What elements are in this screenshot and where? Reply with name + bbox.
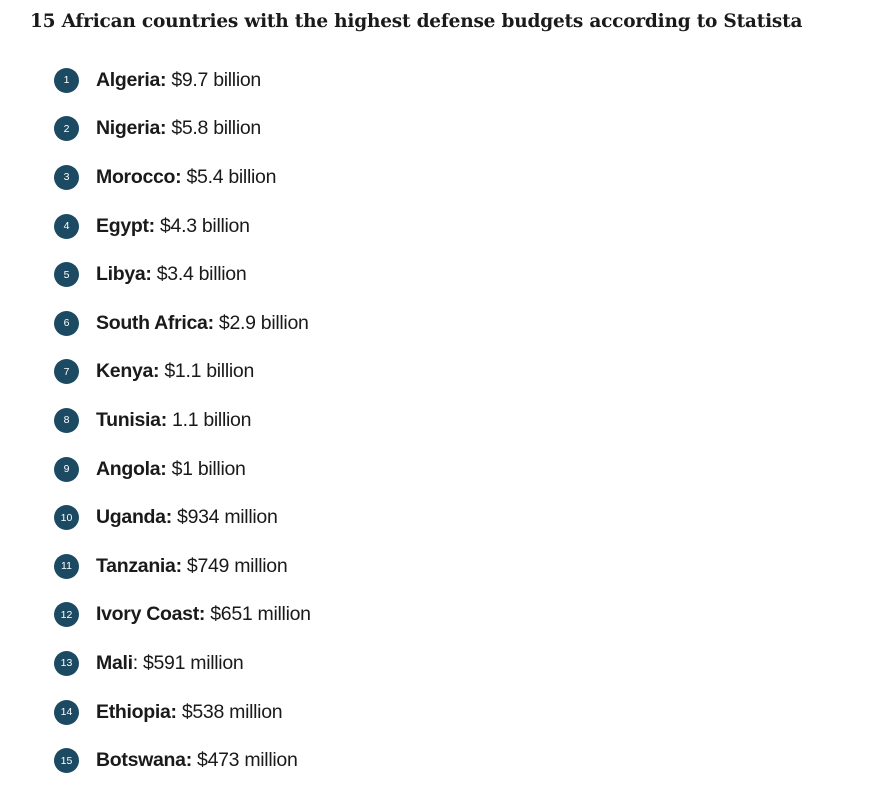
rank-badge: 10	[54, 505, 79, 531]
budget-value: $5.4 billion	[186, 165, 277, 188]
country-name: Egypt:	[96, 214, 155, 237]
item-text: Tanzania: $749 million	[96, 554, 288, 578]
budget-value: $473 million	[197, 749, 298, 772]
list-item: 4 Egypt: $4.3 billion	[54, 202, 311, 251]
rank-badge: 4	[54, 213, 79, 239]
item-text: Nigeria: $5.8 billion	[96, 117, 261, 140]
budget-value: $651 million	[210, 603, 311, 626]
item-text: Tunisia: 1.1 billion	[96, 409, 251, 432]
item-text: Ivory Coast: $651 million	[96, 603, 311, 626]
item-text: Libya: $3.4 billion	[96, 263, 247, 286]
rank-badge: 6	[54, 310, 79, 336]
list-item: 6 South Africa: $2.9 billion	[54, 299, 311, 348]
rank-badge: 12	[54, 602, 79, 628]
budget-value: $4.3 billion	[160, 214, 250, 237]
item-text: Egypt: $4.3 billion	[96, 215, 250, 238]
page-title: 15 African countries with the highest de…	[30, 11, 803, 32]
list-item: 15 Botswana: $473 million	[54, 736, 311, 785]
list-item: 10 Uganda: $934 million	[54, 493, 311, 542]
country-name: Nigeria:	[96, 117, 167, 140]
country-name: Kenya:	[96, 360, 160, 383]
item-text: Mali: $591 million	[96, 651, 244, 675]
item-text: Kenya: $1.1 billion	[96, 360, 254, 383]
list-item: 12 Ivory Coast: $651 million	[54, 591, 311, 640]
list-item: 1 Algeria: $9.7 billion	[54, 56, 311, 105]
country-name: South Africa:	[96, 311, 214, 334]
country-name: Uganda:	[96, 506, 172, 529]
country-name: Libya:	[96, 263, 152, 286]
list-item: 14 Ethiopia: $538 million	[54, 688, 311, 737]
budget-value: $9.7 billion	[171, 68, 261, 91]
defense-budget-list: 1 Algeria: $9.7 billion 2 Nigeria: $5.8 …	[54, 56, 311, 785]
country-name: Mali	[96, 651, 133, 674]
budget-value: $2.9 billion	[218, 311, 309, 334]
list-item: 9 Angola: $1 billion	[54, 445, 311, 494]
budget-value: $934 million	[177, 506, 278, 529]
rank-badge: 7	[54, 359, 79, 385]
budget-value: $749 million	[186, 554, 288, 577]
rank-badge: 1	[54, 67, 79, 93]
rank-badge: 3	[54, 164, 79, 190]
rank-badge: 2	[54, 116, 79, 142]
list-item: 11 Tanzania: $749 million	[54, 542, 311, 591]
budget-value: $1.1 billion	[164, 360, 254, 383]
rank-badge: 8	[54, 407, 79, 433]
country-name: Angola:	[96, 457, 167, 480]
item-text: Uganda: $934 million	[96, 506, 278, 529]
list-item: 5 Libya: $3.4 billion	[54, 250, 311, 299]
rank-badge: 13	[54, 650, 79, 676]
budget-value: $1 billion	[171, 457, 246, 480]
rank-badge: 15	[54, 748, 79, 774]
country-name: Ethiopia:	[96, 700, 177, 723]
rank-badge: 14	[54, 699, 79, 725]
item-text: Algeria: $9.7 billion	[96, 69, 261, 92]
rank-badge: 11	[54, 553, 79, 579]
budget-value: : $591 million	[132, 651, 244, 674]
budget-value: 1.1 billion	[172, 408, 252, 431]
rank-badge: 5	[54, 262, 79, 288]
country-name: Algeria:	[96, 68, 167, 91]
budget-value: $538 million	[181, 700, 283, 723]
budget-value: $3.4 billion	[156, 263, 247, 286]
item-text: Morocco: $5.4 billion	[96, 166, 276, 189]
item-text: Botswana: $473 million	[96, 749, 298, 772]
country-name: Tanzania:	[96, 554, 182, 577]
list-item: 2 Nigeria: $5.8 billion	[54, 105, 311, 154]
item-text: Angola: $1 billion	[96, 458, 246, 481]
budget-value: $5.8 billion	[171, 117, 261, 140]
country-name: Botswana:	[96, 749, 192, 772]
item-text: Ethiopia: $538 million	[96, 700, 283, 724]
country-name: Ivory Coast:	[96, 603, 206, 626]
list-item: 7 Kenya: $1.1 billion	[54, 348, 311, 397]
country-name: Morocco:	[96, 165, 182, 188]
country-name: Tunisia:	[96, 408, 167, 431]
list-item: 13 Mali: $591 million	[54, 639, 311, 688]
item-text: South Africa: $2.9 billion	[96, 312, 309, 335]
rank-badge: 9	[54, 456, 79, 482]
list-item: 3 Morocco: $5.4 billion	[54, 153, 311, 202]
list-item: 8 Tunisia: 1.1 billion	[54, 396, 311, 445]
